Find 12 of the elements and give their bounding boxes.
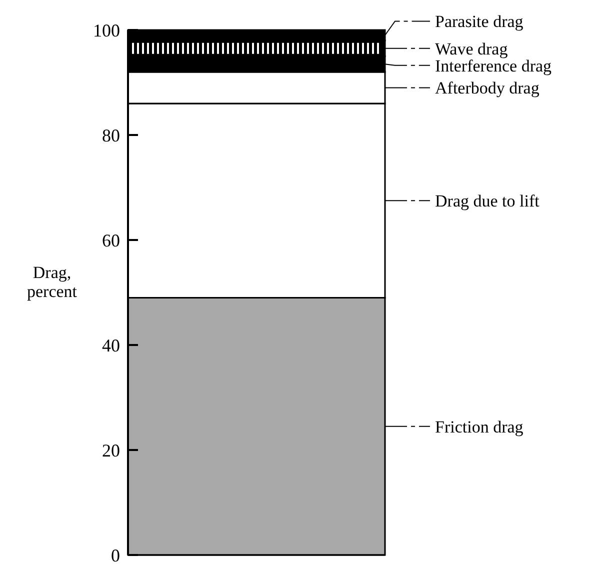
legend-label: Wave drag [435, 39, 508, 58]
y-tick-label: 0 [111, 545, 120, 566]
legend-label: Drag due to lift [435, 192, 540, 211]
y-tick-label: 100 [93, 20, 120, 40]
legend-label: Friction drag [435, 417, 524, 436]
legend-label: Afterbody drag [435, 78, 540, 98]
y-tick-label: 80 [102, 125, 120, 146]
y-tick-label: 60 [102, 230, 120, 250]
legend-label: Parasite drag [435, 12, 524, 32]
y-tick-label: 20 [102, 440, 120, 460]
y-axis-title: Drag, percent [26, 263, 78, 301]
y-tick-label: 40 [102, 335, 120, 356]
